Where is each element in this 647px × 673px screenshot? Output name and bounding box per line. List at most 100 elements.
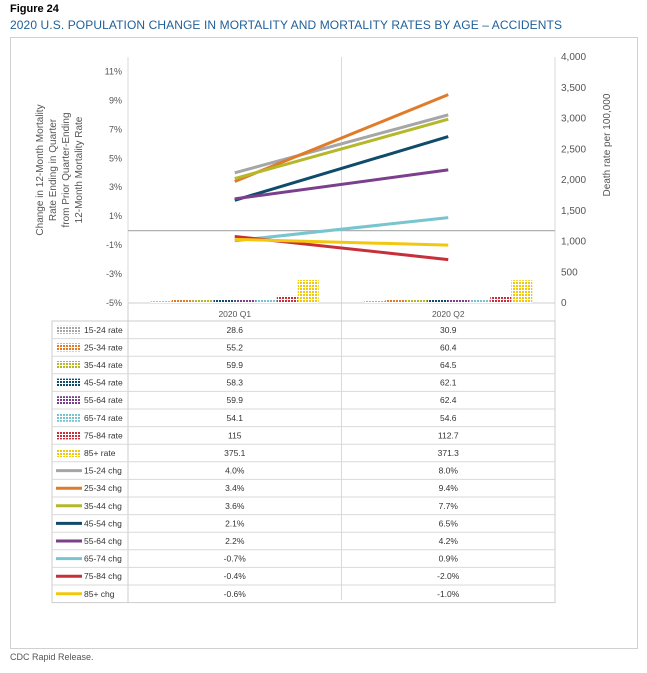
line-55-64-chg [234, 168, 449, 201]
right-tick-label: 4,000 [561, 52, 586, 63]
bar-35-44-rate-2020-q1 [192, 299, 214, 303]
table-value-15-24-chg-2020-q2: 8.0% [439, 466, 459, 476]
legend-key-65-74-rate [56, 413, 81, 422]
legend-label-65-74-rate: 65-74 rate [84, 413, 123, 423]
line-25-34-chg [234, 93, 449, 183]
right-tick-label: 1,500 [561, 206, 586, 217]
left-axis-title: from Prior Quarter-Ending [61, 112, 72, 227]
table-value-25-34-rate-2020-q2: 60.4 [440, 342, 457, 352]
table-value-65-74-rate-2020-q2: 54.6 [440, 413, 457, 423]
right-tick-label: 2,000 [561, 175, 586, 186]
table-value-25-34-chg-2020-q1: 3.4% [225, 483, 245, 493]
figure-label: Figure 24 [10, 3, 59, 15]
legend-key-25-34-rate [56, 343, 81, 352]
line-15-24-chg [234, 113, 449, 175]
legend-label-75-84-rate: 75-84 rate [84, 430, 123, 440]
left-tick-label: 11% [105, 66, 122, 76]
legend-key-35-44-rate [56, 361, 81, 369]
legend-label-15-24-chg: 15-24 chg [84, 466, 122, 476]
table-value-75-84-chg-2020-q1: -0.4% [224, 571, 247, 581]
table-value-35-44-chg-2020-q2: 7.7% [439, 501, 459, 511]
right-tick-label: 3,500 [561, 83, 586, 94]
source-note: CDC Rapid Release. [10, 652, 94, 662]
table-value-15-24-chg-2020-q1: 4.0% [225, 466, 245, 476]
legend-label-35-44-chg: 35-44 chg [84, 501, 122, 511]
table-value-45-54-chg-2020-q2: 6.5% [439, 518, 459, 528]
figure-title: 2020 U.S. POPULATION CHANGE IN MORTALITY… [10, 18, 563, 32]
bar-25-34-rate-2020-q2 [385, 299, 407, 303]
legend-label-85-chg: 85+ chg [84, 589, 115, 599]
table-value-75-84-rate-2020-q2: 112.7 [438, 430, 459, 440]
bar-55-64-rate-2020-q1 [234, 299, 256, 303]
table-value-15-24-rate-2020-q1: 28.6 [226, 325, 243, 335]
bar-65-74-rate-2020-q1 [255, 299, 277, 303]
table-value-45-54-rate-2020-q1: 58.3 [226, 378, 243, 388]
data-table: 2020 Q1 2020 Q2 15-24 rate 28.6 30.9 25-34 ra… [51, 305, 556, 604]
line-45-54-chg [234, 135, 449, 202]
left-tick-label: 9% [109, 95, 122, 105]
left-axis-title: Change in 12-Month Mortality [35, 104, 46, 235]
left-axis-title: 12-Month Mortality Rate [74, 116, 85, 223]
table-value-55-64-rate-2020-q2: 62.4 [440, 395, 457, 405]
bar-75-84-rate-2020-q2 [490, 296, 512, 303]
table-value-35-44-chg-2020-q1: 3.6% [225, 501, 245, 511]
table-value-35-44-rate-2020-q1: 59.9 [226, 360, 243, 370]
bar-35-44-rate-2020-q2 [406, 299, 428, 303]
left-tick-label: -5% [106, 298, 122, 308]
axis-layer: -5% -3% -1% 1% 3% 5% 7% 9% 11% Change in 12-Month… [35, 52, 613, 309]
line-65-74-chg [234, 216, 449, 243]
table-value-65-74-chg-2020-q2: 0.9% [439, 554, 459, 564]
legend-label-55-64-chg: 55-64 chg [84, 536, 122, 546]
bar-85-rate-2020-q2 [511, 280, 533, 303]
line-35-44-chg [234, 117, 449, 180]
table-value-55-64-chg-2020-q1: 2.2% [225, 536, 245, 546]
legend-key-45-54-rate [56, 378, 81, 387]
left-tick-label: 3% [109, 182, 122, 192]
table-value-55-64-rate-2020-q1: 59.9 [226, 395, 243, 405]
table-value-85-rate-2020-q1: 375.1 [224, 448, 246, 458]
right-tick-label: 500 [561, 267, 578, 278]
category-label: 2020 Q2 [432, 309, 465, 319]
bar-25-34-rate-2020-q1 [171, 299, 193, 303]
table-value-25-34-chg-2020-q2: 9.4% [439, 483, 459, 493]
right-tick-label: 0 [561, 298, 567, 309]
chart-frame [10, 37, 638, 649]
legend-label-25-34-chg: 25-34 chg [84, 483, 122, 493]
legend-key-75-84-rate [56, 431, 81, 440]
table-value-15-24-rate-2020-q2: 30.9 [440, 325, 457, 335]
bar-45-54-rate-2020-q2 [427, 299, 449, 303]
left-tick-label: 5% [109, 153, 122, 163]
left-axis-title: Rate Ending in Quarter [48, 118, 59, 221]
right-axis-title: Death rate per 100,000 [602, 93, 613, 196]
legend-label-85-rate: 85+ rate [84, 448, 116, 458]
legend-key-15-24-rate [56, 325, 81, 334]
legend-label-55-64-rate: 55-64 rate [84, 395, 123, 405]
line-layer [234, 93, 449, 262]
table-value-85-rate-2020-q2: 371.3 [438, 448, 460, 458]
left-tick-label: -3% [106, 269, 122, 279]
legend-label-45-54-chg: 45-54 chg [84, 518, 122, 528]
legend-key-85-rate [56, 449, 81, 457]
legend-label-45-54-rate: 45-54 rate [84, 378, 123, 388]
table-value-25-34-rate-2020-q1: 55.2 [226, 342, 243, 352]
bar-85-rate-2020-q1 [297, 279, 319, 303]
table-value-45-54-chg-2020-q1: 2.1% [225, 518, 245, 528]
category-label: 2020 Q1 [218, 309, 251, 319]
left-tick-label: -1% [106, 240, 122, 250]
legend-label-35-44-rate: 35-44 rate [84, 360, 123, 370]
left-tick-label: 7% [109, 124, 122, 134]
bar-55-64-rate-2020-q2 [448, 299, 470, 303]
table-value-85-chg-2020-q1: -0.6% [224, 589, 247, 599]
table-value-65-74-rate-2020-q1: 54.1 [226, 413, 243, 423]
legend-key-55-64-rate [56, 396, 81, 405]
line-85-chg [234, 237, 449, 247]
bar-65-74-rate-2020-q2 [469, 299, 491, 303]
bar-15-24-rate-2020-q2 [364, 301, 386, 303]
legend-label-75-84-chg: 75-84 chg [84, 571, 122, 581]
table-value-45-54-rate-2020-q2: 62.1 [440, 378, 457, 388]
right-tick-label: 3,000 [561, 114, 586, 125]
bar-15-24-rate-2020-q1 [150, 301, 172, 303]
bar-75-84-rate-2020-q1 [276, 295, 298, 303]
table-value-75-84-chg-2020-q2: -2.0% [437, 571, 460, 581]
